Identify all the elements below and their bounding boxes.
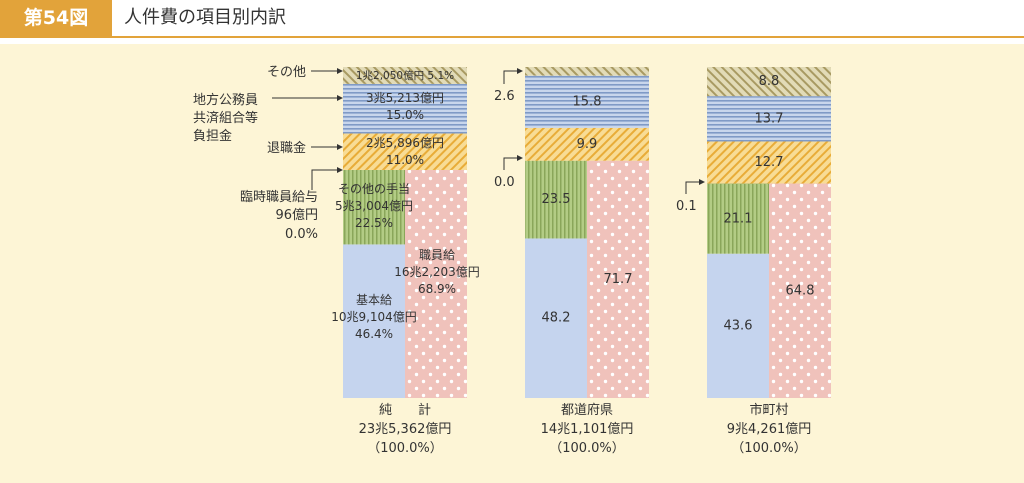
bar-segment-sonota: [343, 67, 467, 84]
detail-shokuinkyu-amount: 16兆2,203億円: [394, 265, 480, 279]
data-label-teate: 21.1: [724, 211, 753, 226]
detail-kyosai-amount: 3兆5,213億円: [366, 91, 444, 105]
detail-shokuinkyu-pct: 68.9%: [418, 282, 456, 296]
category-total: 14兆1,101億円: [541, 421, 634, 437]
legend-rinji-line1: 臨時職員給与: [240, 190, 318, 205]
bar-segment-kihon: [707, 253, 769, 398]
legend-rinji-line3: 0.0%: [285, 227, 318, 242]
legend-kyosai-line3: 負担金: [193, 128, 232, 144]
bar-segment-teate: [707, 183, 769, 254]
category-label: 純 計: [379, 402, 431, 418]
bar-segment-shokuinkyu: [769, 183, 831, 398]
category-pct: （100.0%）: [549, 441, 625, 456]
data-label-kihon: 43.6: [724, 318, 753, 333]
data-label-taishoku: 9.9: [577, 137, 598, 152]
detail-sonota: 1兆2,050億円 5.1%: [356, 69, 454, 82]
data-label-teate: 23.5: [542, 192, 571, 207]
figure-header: 第54図 人件費の項目別内訳: [0, 0, 1024, 36]
category-pct: （100.0%）: [731, 441, 807, 456]
detail-teate-pct: 22.5%: [355, 216, 393, 230]
bar-segment-kyosai: [525, 75, 649, 128]
data-label-kyosai: 15.8: [573, 94, 602, 109]
leader-lines: [272, 68, 705, 194]
bar-segment-teate: [343, 169, 405, 245]
data-label-shokuinkyu: 64.8: [786, 283, 815, 298]
data-label-sonota: 8.8: [759, 74, 780, 89]
header-rule: [0, 36, 1024, 38]
category-pct: （100.0%）: [367, 441, 443, 456]
bar-segment-sonota: [707, 67, 831, 97]
detail-kihon-pct: 46.4%: [355, 327, 393, 341]
legend-taishoku: 退職金: [267, 140, 306, 156]
category-label: 市町村: [749, 402, 788, 418]
legend-rinji-line2: 96億円: [275, 207, 318, 223]
data-label-kyosai: 13.7: [755, 111, 784, 126]
data-label-shokuinkyu: 71.7: [604, 272, 633, 287]
callout-rinji-muni: 0.1: [676, 199, 697, 214]
figure-number: 第54図: [0, 0, 112, 36]
callout-rinji-pref: 0.0: [494, 175, 515, 190]
callout-sonota-pref: 2.6: [494, 89, 515, 104]
detail-taishoku-amount: 2兆5,896億円: [366, 136, 444, 150]
bar-segment-shokuinkyu: [587, 160, 649, 398]
category-total: 23兆5,362億円: [359, 421, 452, 437]
legend-sonota: その他: [267, 65, 306, 80]
figure-title: 人件費の項目別内訳: [124, 7, 286, 28]
bar-segment-sonota: [525, 67, 649, 76]
bar-segment-taishoku: [525, 127, 649, 161]
detail-teate-amount: 5兆3,004億円: [335, 199, 413, 213]
detail-taishoku-pct: 11.0%: [386, 153, 424, 167]
bar-segment-teate: [525, 160, 587, 239]
detail-kyosai-pct: 15.0%: [386, 108, 424, 122]
legend-kyosai-line1: 地方公務員: [193, 92, 258, 108]
chart-panel: [0, 44, 1024, 483]
bar-segment-kihon: [525, 238, 587, 398]
detail-kihon-name: 基本給: [356, 293, 392, 307]
data-label-kihon: 48.2: [542, 311, 571, 326]
detail-shokuinkyu-name: 職員給: [419, 248, 455, 262]
category-label: 都道府県: [561, 403, 613, 418]
bar-segment-shokuinkyu: [405, 169, 467, 398]
bar-segment-kihon: [343, 244, 405, 398]
bar-segment-taishoku: [343, 133, 467, 170]
bar-segment-kyosai: [707, 96, 831, 142]
category-total: 9兆4,261億円: [727, 421, 812, 437]
detail-teate-name: その他の手当: [338, 182, 410, 196]
data-label-taishoku: 12.7: [755, 155, 784, 170]
bar-segment-taishoku: [707, 141, 831, 184]
bar-segment-kyosai: [343, 83, 467, 134]
legend-kyosai-line2: 共済組合等: [193, 110, 258, 126]
detail-kihon-amount: 10兆9,104億円: [331, 310, 417, 324]
